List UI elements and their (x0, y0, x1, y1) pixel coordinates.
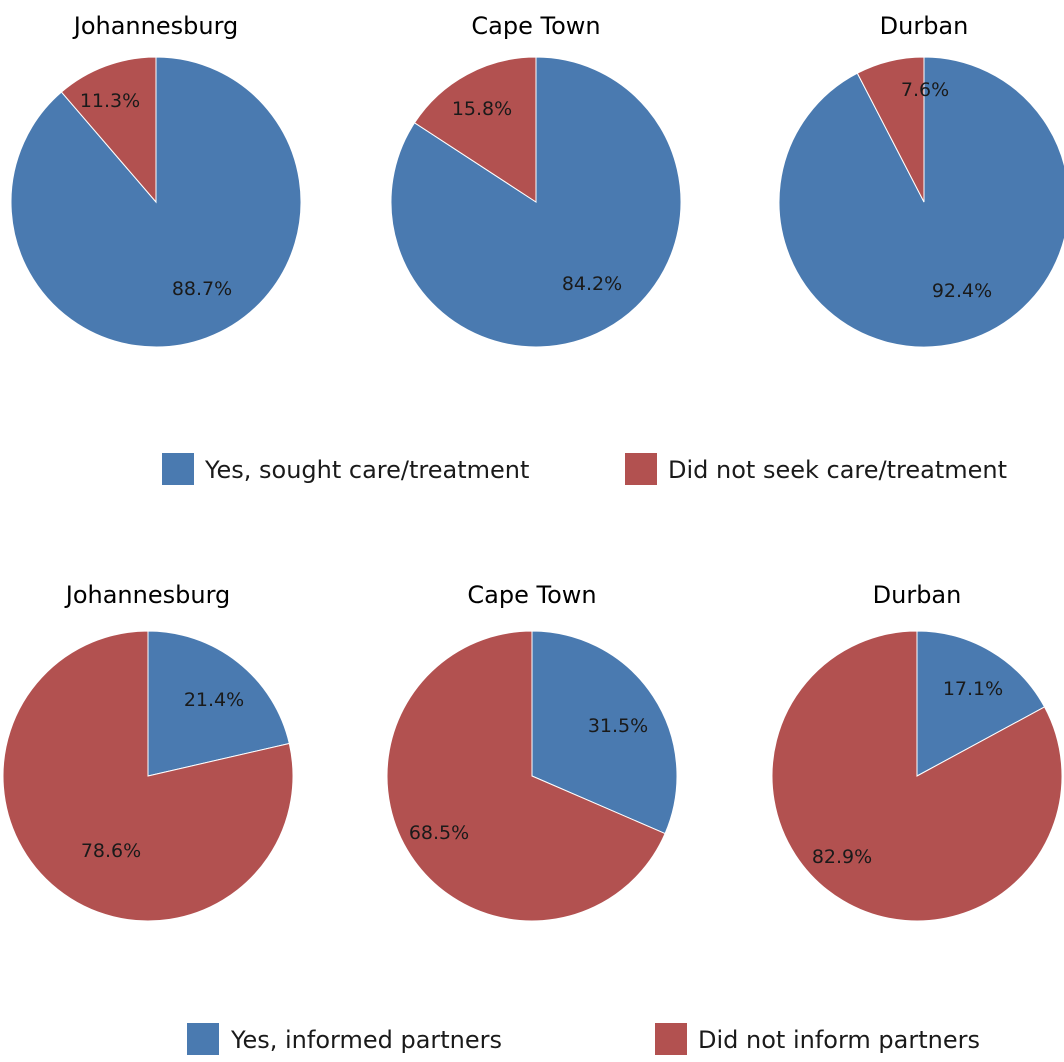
pie-data-label-jhb-care-1: 11.3% (80, 90, 140, 112)
pie-slice-cpt-inform-0 (531, 630, 678, 835)
pie-chart-dbn-care: Durban 92.4% 7.6% (778, 12, 1064, 348)
pie-data-label-cpt-care-0: 84.2% (562, 273, 622, 295)
pie-slice-jhb-inform-1 (2, 630, 294, 922)
pie-data-label-jhb-inform-0: 21.4% (184, 689, 244, 711)
pie-chart-jhb-inform: Johannesburg 21.4% 78.6% (2, 581, 294, 922)
legend-swatch-1-0 (187, 1023, 219, 1055)
pie-slice-dbn-inform-1 (771, 630, 1063, 922)
pie-slice-dbn-care-0 (778, 56, 1064, 348)
pie-data-label-dbn-care-0: 92.4% (932, 280, 992, 302)
pie-title-cpt-care: Cape Town (471, 12, 600, 40)
pie-title-cpt-inform: Cape Town (467, 581, 596, 609)
pie-slice-jhb-inform-0 (147, 630, 290, 777)
pie-slice-dbn-inform-0 (916, 630, 1046, 777)
pie-chart-cpt-care: Cape Town 84.2% 15.8% (390, 12, 682, 348)
pie-data-label-cpt-inform-0: 31.5% (588, 715, 648, 737)
pie-data-label-dbn-inform-0: 17.1% (943, 678, 1003, 700)
pie-title-jhb-inform: Johannesburg (64, 581, 231, 609)
pie-data-label-dbn-inform-1: 82.9% (812, 846, 872, 868)
pie-title-dbn-inform: Durban (873, 581, 962, 609)
pie-slice-dbn-care-1 (856, 56, 925, 203)
legend-swatch-0-0 (162, 453, 194, 485)
pie-chart-cpt-inform: Cape Town 31.5% 68.5% (386, 581, 678, 922)
legend-label-0-0: Yes, sought care/treatment (204, 456, 529, 484)
pie-chart-jhb-care: Johannesburg 88.7% 11.3% (10, 12, 302, 348)
pie-slice-jhb-care-1 (60, 56, 157, 204)
pie-data-label-dbn-care-1: 7.6% (901, 79, 949, 101)
pie-title-dbn-care: Durban (880, 12, 969, 40)
legend-label-1-1: Did not inform partners (698, 1026, 980, 1054)
pie-data-label-cpt-care-1: 15.8% (452, 98, 512, 120)
pie-data-label-jhb-inform-1: 78.6% (81, 840, 141, 862)
legend-swatch-0-1 (625, 453, 657, 485)
legend-swatch-1-1 (655, 1023, 687, 1055)
pie-slice-cpt-care-1 (413, 56, 537, 203)
legend-care: Yes, sought care/treatment Did not seek c… (162, 453, 1007, 485)
legend-label-1-0: Yes, informed partners (230, 1026, 502, 1054)
pie-slice-cpt-inform-1 (386, 630, 666, 922)
pie-data-label-jhb-care-0: 88.7% (172, 278, 232, 300)
pie-chart-dbn-inform: Durban 17.1% 82.9% (771, 581, 1063, 922)
legend-label-0-1: Did not seek care/treatment (668, 456, 1007, 484)
pie-data-label-cpt-inform-1: 68.5% (409, 822, 469, 844)
legend-inform: Yes, informed partners Did not inform par… (187, 1023, 980, 1055)
pie-title-jhb-care: Johannesburg (72, 12, 239, 40)
